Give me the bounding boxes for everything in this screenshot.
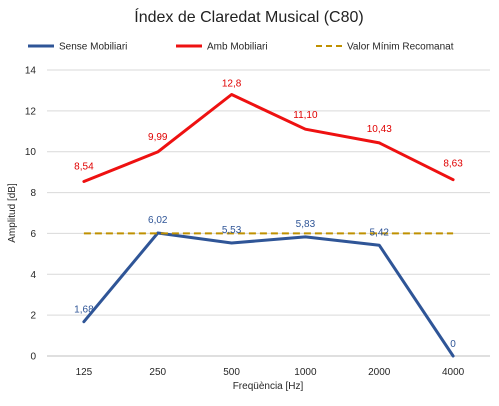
data-label: 10,43 <box>367 124 392 135</box>
data-label: 11,10 <box>293 110 318 121</box>
x-tick-label: 125 <box>76 367 93 378</box>
x-axis-ticks: 125 250 500 1000 2000 4000 <box>76 367 465 378</box>
data-label: 0 <box>450 339 456 350</box>
x-tick-label: 1000 <box>294 367 317 378</box>
y-tick-label: 0 <box>30 352 36 363</box>
y-axis-label: Amplitud [dB] <box>7 183 18 243</box>
x-tick-label: 2000 <box>368 367 391 378</box>
series-line-1 <box>82 93 455 183</box>
series-line-0 <box>82 231 455 358</box>
data-label: 1,68 <box>74 305 94 316</box>
y-tick-label: 14 <box>25 66 37 77</box>
gridlines <box>47 69 490 316</box>
y-axis-ticks: 0 2 4 6 8 10 12 14 <box>25 66 37 363</box>
legend: Sense Mobiliari Amb Mobiliari Valor Mínim … <box>28 42 454 53</box>
data-label: 6,02 <box>148 215 168 226</box>
data-labels: 1,68 6,02 5,53 5,83 5,42 0 8,54 9,99 12,8 11,10 10… <box>74 79 463 350</box>
data-label: 12,8 <box>222 79 242 90</box>
legend-label: Amb Mobiliari <box>207 42 268 53</box>
x-tick-label: 500 <box>223 367 240 378</box>
y-tick-label: 4 <box>30 270 36 281</box>
y-tick-label: 2 <box>30 311 36 322</box>
data-label: 8,54 <box>74 162 94 173</box>
legend-label: Valor Mínim Recomanat <box>347 42 454 53</box>
x-tick-label: 250 <box>149 367 166 378</box>
x-tick-label: 4000 <box>442 367 465 378</box>
y-tick-label: 10 <box>25 147 37 158</box>
y-tick-label: 6 <box>30 229 36 240</box>
x-axis-label: Freqüència [Hz] <box>233 381 304 392</box>
data-label: 9,99 <box>148 132 168 143</box>
chart-title: Índex de Claredat Musical (C80) <box>134 7 363 26</box>
series <box>82 93 455 358</box>
y-tick-label: 8 <box>30 188 36 199</box>
legend-label: Sense Mobiliari <box>59 42 127 53</box>
y-tick-label: 12 <box>25 106 37 117</box>
data-label: 5,53 <box>222 225 242 236</box>
data-label: 5,42 <box>370 227 390 238</box>
data-label: 8,63 <box>443 159 463 170</box>
data-label: 5,83 <box>296 219 316 230</box>
